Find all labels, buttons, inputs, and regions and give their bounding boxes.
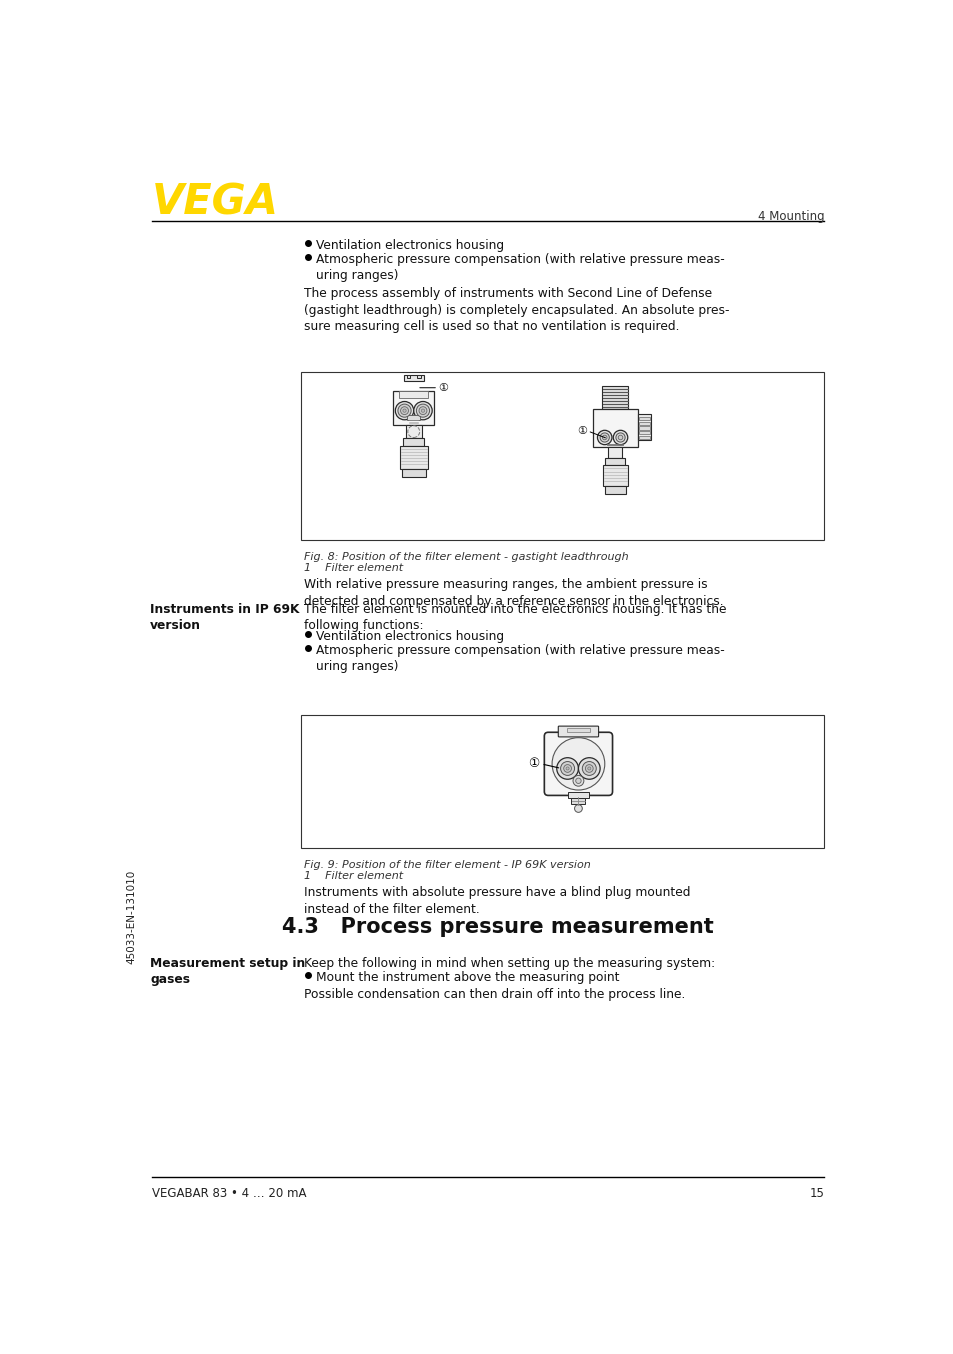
- Text: The filter element is mounted into the electronics housing. It has the
following: The filter element is mounted into the e…: [303, 603, 725, 632]
- Circle shape: [560, 761, 574, 776]
- Circle shape: [578, 758, 599, 780]
- Circle shape: [402, 409, 406, 412]
- Circle shape: [400, 406, 408, 414]
- Text: Keep the following in mind when setting up the measuring system:: Keep the following in mind when setting …: [303, 957, 714, 969]
- Circle shape: [587, 766, 590, 770]
- Text: Fig. 9: Position of the filter element - IP 69K version: Fig. 9: Position of the filter element -…: [303, 860, 590, 871]
- Bar: [301, 372, 823, 540]
- Bar: [399, 391, 428, 398]
- Bar: [571, 798, 585, 804]
- Bar: [407, 414, 420, 420]
- Circle shape: [565, 766, 569, 770]
- Text: Mount the instrument above the measuring point: Mount the instrument above the measuring…: [315, 971, 618, 984]
- Circle shape: [613, 431, 627, 444]
- Bar: [604, 486, 625, 494]
- Text: The process assembly of instruments with Second Line of Defense
(gastight leadth: The process assembly of instruments with…: [303, 287, 728, 333]
- Circle shape: [573, 776, 583, 787]
- Text: With relative pressure measuring ranges, the ambient pressure is
detected and co: With relative pressure measuring ranges,…: [303, 578, 722, 608]
- Text: 1    Filter element: 1 Filter element: [303, 871, 402, 881]
- Circle shape: [581, 761, 596, 776]
- Bar: [601, 386, 628, 409]
- Bar: [405, 425, 421, 439]
- Text: Possible condensation can then drain off into the process line.: Possible condensation can then drain off…: [303, 988, 684, 1001]
- Text: 1    Filter element: 1 Filter element: [303, 563, 402, 573]
- Text: Ventilation electronics housing: Ventilation electronics housing: [315, 240, 504, 252]
- Circle shape: [397, 403, 411, 417]
- Circle shape: [575, 779, 580, 784]
- Bar: [605, 459, 624, 464]
- Text: ①: ①: [577, 427, 587, 436]
- Circle shape: [574, 804, 581, 812]
- Text: 15: 15: [809, 1186, 823, 1200]
- Circle shape: [557, 758, 578, 780]
- Bar: [406, 375, 410, 378]
- Bar: [592, 409, 637, 447]
- Text: VEGABAR 83 • 4 … 20 mA: VEGABAR 83 • 4 … 20 mA: [152, 1186, 306, 1200]
- Bar: [639, 431, 649, 435]
- Text: Measurement setup in
gases: Measurement setup in gases: [150, 957, 305, 986]
- Text: 45033-EN-131010: 45033-EN-131010: [127, 871, 136, 964]
- Bar: [401, 468, 425, 477]
- Circle shape: [414, 402, 432, 420]
- Bar: [639, 422, 649, 425]
- Bar: [567, 792, 589, 798]
- Text: 4.3   Process pressure measurement: 4.3 Process pressure measurement: [282, 917, 713, 937]
- Circle shape: [552, 738, 604, 789]
- Text: Ventilation electronics housing: Ventilation electronics housing: [315, 630, 504, 643]
- Bar: [637, 414, 650, 440]
- Bar: [399, 445, 427, 468]
- Bar: [607, 447, 622, 459]
- FancyBboxPatch shape: [558, 726, 598, 737]
- Circle shape: [563, 765, 571, 772]
- Text: ①: ①: [438, 383, 448, 393]
- Circle shape: [416, 403, 429, 417]
- Circle shape: [597, 431, 611, 444]
- Text: Atmospheric pressure compensation (with relative pressure meas-
uring ranges): Atmospheric pressure compensation (with …: [315, 253, 724, 283]
- Text: ①: ①: [527, 757, 538, 770]
- Text: Instruments with absolute pressure have a blind plug mounted
instead of the filt: Instruments with absolute pressure have …: [303, 887, 689, 915]
- Bar: [416, 375, 420, 378]
- Bar: [301, 715, 823, 848]
- Bar: [403, 439, 424, 445]
- Circle shape: [599, 433, 609, 441]
- Circle shape: [616, 433, 624, 441]
- Bar: [639, 427, 649, 429]
- Text: 4 Mounting: 4 Mounting: [757, 210, 823, 223]
- Circle shape: [585, 765, 593, 772]
- Bar: [566, 728, 590, 733]
- Circle shape: [618, 435, 622, 440]
- Bar: [393, 391, 434, 425]
- Bar: [639, 436, 649, 439]
- Circle shape: [395, 402, 414, 420]
- Bar: [639, 417, 649, 421]
- Circle shape: [421, 409, 424, 412]
- Text: Fig. 8: Position of the filter element - gastight leadthrough: Fig. 8: Position of the filter element -…: [303, 552, 628, 562]
- Bar: [602, 464, 627, 486]
- Text: Instruments in IP 69K
version: Instruments in IP 69K version: [150, 603, 299, 632]
- FancyBboxPatch shape: [544, 733, 612, 795]
- Circle shape: [601, 435, 606, 440]
- Circle shape: [418, 406, 427, 414]
- Text: VEGA: VEGA: [152, 181, 278, 223]
- Text: Atmospheric pressure compensation (with relative pressure meas-
uring ranges): Atmospheric pressure compensation (with …: [315, 643, 724, 673]
- Bar: [403, 375, 423, 380]
